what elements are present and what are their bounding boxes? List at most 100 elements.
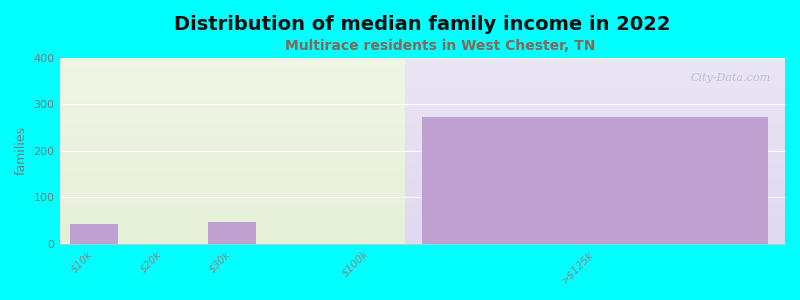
Bar [59, 160, 405, 163]
Bar [59, 197, 405, 200]
Bar [405, 191, 785, 194]
Bar [59, 182, 405, 185]
Bar [59, 241, 405, 244]
Bar [59, 172, 405, 176]
Bar [59, 154, 405, 157]
Bar [59, 179, 405, 182]
Bar [59, 216, 405, 219]
Bar [59, 200, 405, 204]
Bar [405, 163, 785, 166]
Bar [405, 207, 785, 210]
Bar [70, 224, 118, 244]
Bar [59, 67, 405, 70]
Bar [59, 80, 405, 82]
Bar [59, 238, 405, 241]
Bar [59, 222, 405, 225]
Bar [59, 61, 405, 64]
Bar [405, 148, 785, 151]
Bar [59, 163, 405, 166]
Bar [405, 120, 785, 123]
Y-axis label: families: families [15, 126, 28, 176]
Bar [59, 138, 405, 142]
Bar [405, 129, 785, 132]
Bar [405, 76, 785, 80]
Bar [59, 98, 405, 101]
Bar [59, 225, 405, 228]
Bar [59, 151, 405, 154]
Bar [59, 169, 405, 172]
Bar [59, 95, 405, 98]
Bar [405, 80, 785, 82]
Bar [59, 207, 405, 210]
Bar [405, 89, 785, 92]
Bar [405, 98, 785, 101]
Bar [59, 76, 405, 80]
Bar [405, 222, 785, 225]
Bar [405, 58, 785, 244]
Bar [59, 194, 405, 197]
Bar [405, 142, 785, 145]
Bar [405, 188, 785, 191]
Bar [59, 204, 405, 207]
Bar [59, 104, 405, 107]
Bar [405, 145, 785, 148]
Bar [59, 58, 405, 244]
Bar [405, 197, 785, 200]
Bar [405, 235, 785, 238]
Bar [208, 222, 257, 244]
Bar [405, 204, 785, 207]
Bar [405, 117, 785, 120]
Bar [59, 135, 405, 138]
Bar [59, 123, 405, 126]
Bar [405, 110, 785, 114]
Bar [405, 160, 785, 163]
Bar [59, 210, 405, 213]
Text: Multirace residents in West Chester, TN: Multirace residents in West Chester, TN [285, 39, 595, 53]
Bar [405, 194, 785, 197]
Bar [405, 213, 785, 216]
Bar [405, 61, 785, 64]
Bar [405, 157, 785, 160]
Bar [59, 132, 405, 135]
Bar [59, 142, 405, 145]
Bar [405, 92, 785, 95]
Bar [59, 228, 405, 232]
Bar [405, 82, 785, 86]
Bar [405, 138, 785, 142]
Bar [59, 73, 405, 76]
Bar [405, 225, 785, 228]
Bar [405, 241, 785, 244]
Bar [405, 232, 785, 235]
Bar [405, 200, 785, 204]
Bar [405, 132, 785, 135]
Bar [59, 185, 405, 188]
Bar [405, 126, 785, 129]
Bar [405, 86, 785, 89]
Bar [405, 154, 785, 157]
Bar [405, 123, 785, 126]
Bar [59, 120, 405, 123]
Bar [59, 129, 405, 132]
Bar [422, 117, 768, 244]
Bar [59, 219, 405, 222]
Bar [59, 145, 405, 148]
Bar [405, 219, 785, 222]
Bar [405, 151, 785, 154]
Bar [59, 157, 405, 160]
Bar [405, 58, 785, 61]
Bar [405, 67, 785, 70]
Bar [405, 182, 785, 185]
Bar [59, 126, 405, 129]
Bar [405, 176, 785, 179]
Bar [59, 92, 405, 95]
Bar [59, 235, 405, 238]
Bar [405, 107, 785, 110]
Bar [59, 148, 405, 151]
Bar [405, 238, 785, 241]
Title: Distribution of median family income in 2022: Distribution of median family income in … [174, 15, 670, 34]
Bar [59, 232, 405, 235]
Bar [59, 82, 405, 86]
Bar [405, 210, 785, 213]
Bar [405, 101, 785, 104]
Bar [405, 95, 785, 98]
